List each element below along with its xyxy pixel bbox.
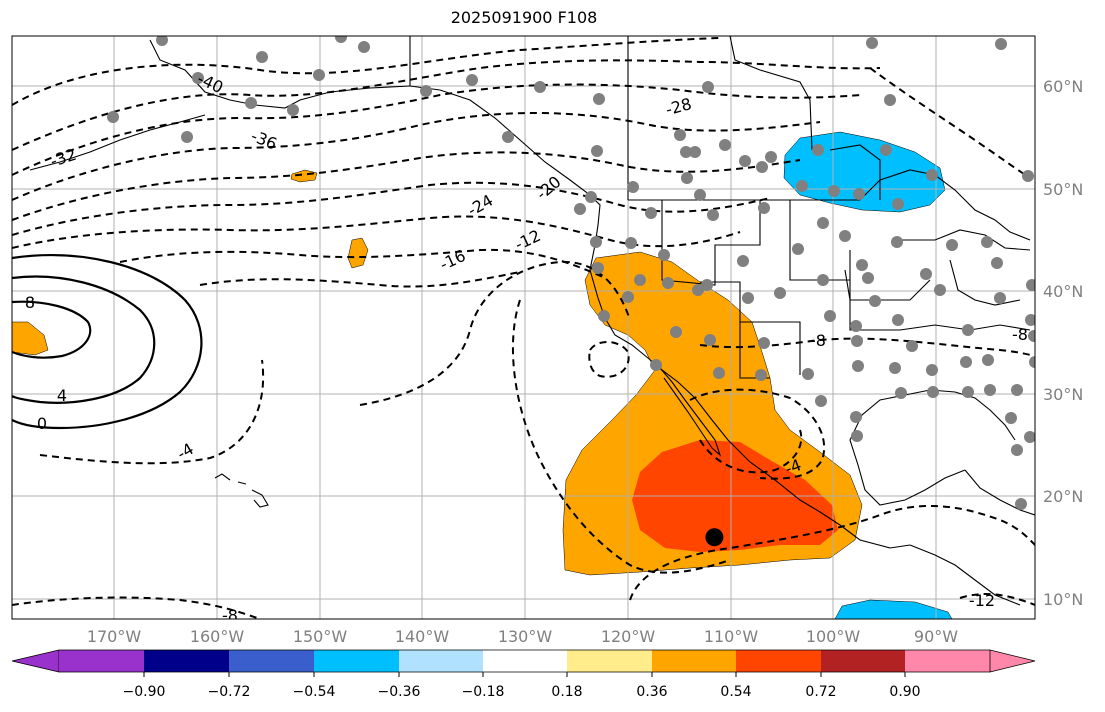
colorbar-tick-label: 0.54 — [720, 684, 751, 700]
colorbar-tick-label: −0.18 — [462, 684, 505, 700]
coastlines — [29, 36, 1035, 606]
negative-anomaly-region-south — [834, 599, 953, 619]
colorbar-segment — [736, 650, 821, 672]
lon-label-150w: 150°W — [293, 627, 348, 646]
colorbar-segment — [314, 650, 399, 672]
map-frame — [11, 35, 1036, 620]
positive-anomaly-blob-3 — [12, 321, 49, 356]
colorbar-left-extend — [11, 649, 60, 673]
lat-label-10n: 10°N — [1043, 590, 1083, 609]
colorbar-tick-label: −0.90 — [123, 684, 166, 700]
lat-label-50n: 50°N — [1043, 180, 1083, 199]
colorbar-tick-label: −0.36 — [378, 684, 421, 700]
lat-label-60n: 60°N — [1043, 77, 1083, 96]
lat-label-40n: 40°N — [1043, 282, 1083, 301]
positive-contours — [12, 254, 203, 430]
lat-label-30n: 30°N — [1043, 385, 1083, 404]
contour-label: -8 — [1012, 325, 1028, 344]
colorbar-tick-label: −0.54 — [293, 684, 336, 700]
colorbar-segment — [652, 650, 736, 672]
colorbar-segment — [59, 650, 144, 672]
lon-label-140w: 140°W — [395, 627, 450, 646]
colorbar-tick-label: −0.72 — [208, 684, 251, 700]
colorbar-tick-label: 0.18 — [551, 684, 582, 700]
lon-label-170w: 170°W — [87, 627, 142, 646]
map-area — [12, 36, 1035, 619]
lat-label-20n: 20°N — [1043, 487, 1083, 506]
colorbar-segment — [905, 650, 990, 672]
latitude-labels: 60°N 50°N 40°N 30°N 20°N 10°N — [1043, 77, 1083, 609]
lon-label-120w: 120°W — [601, 627, 656, 646]
anomaly-shading — [12, 131, 953, 619]
colorbar-segment — [144, 650, 229, 672]
colorbar: −0.90 −0.72 −0.54 −0.36 −0.18 0.18 0.36 … — [11, 649, 1036, 700]
lon-label-130w: 130°W — [498, 627, 553, 646]
colorbar-tick-label: 0.72 — [805, 684, 836, 700]
colorbar-tick-label: 0.36 — [636, 684, 667, 700]
map-title: 2025091900 F108 — [450, 8, 598, 27]
contour-label: 8 — [25, 293, 35, 312]
contour-label: -4 — [782, 455, 803, 478]
contour-label: -12 — [969, 591, 995, 610]
lon-label-110w: 110°W — [704, 627, 759, 646]
contour-label: -8 — [222, 606, 238, 625]
negative-anomaly-region-canada — [783, 131, 946, 213]
longitude-labels: 170°W 160°W 150°W 140°W 130°W 120°W 110°… — [87, 627, 958, 646]
colorbar-segment — [483, 650, 567, 672]
contour-label: 4 — [57, 386, 67, 405]
contour-label: 0 — [37, 414, 47, 433]
station-markers — [107, 36, 1035, 510]
colorbar-tick-label: 0.90 — [889, 684, 920, 700]
colorbar-segment — [821, 650, 905, 672]
storm-location-marker — [705, 528, 724, 547]
colorbar-right-extend — [989, 649, 1036, 673]
contour-label: -8 — [810, 331, 826, 350]
lon-label-100w: 100°W — [806, 627, 861, 646]
lon-label-90w: 90°W — [914, 627, 958, 646]
colorbar-segment — [229, 650, 314, 672]
colorbar-segment — [567, 650, 652, 672]
lon-label-160w: 160°W — [190, 627, 245, 646]
colorbar-segment — [399, 650, 483, 672]
